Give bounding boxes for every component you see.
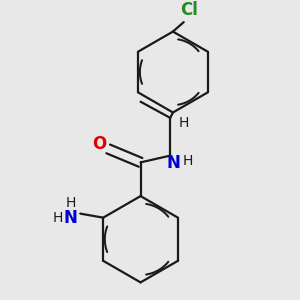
Text: H: H: [178, 116, 189, 130]
Text: N: N: [64, 209, 78, 227]
Text: N: N: [167, 154, 181, 172]
Text: H: H: [183, 154, 193, 168]
Text: H: H: [66, 196, 76, 210]
Text: H: H: [52, 211, 62, 225]
Text: Cl: Cl: [180, 1, 198, 19]
Text: O: O: [92, 134, 106, 152]
